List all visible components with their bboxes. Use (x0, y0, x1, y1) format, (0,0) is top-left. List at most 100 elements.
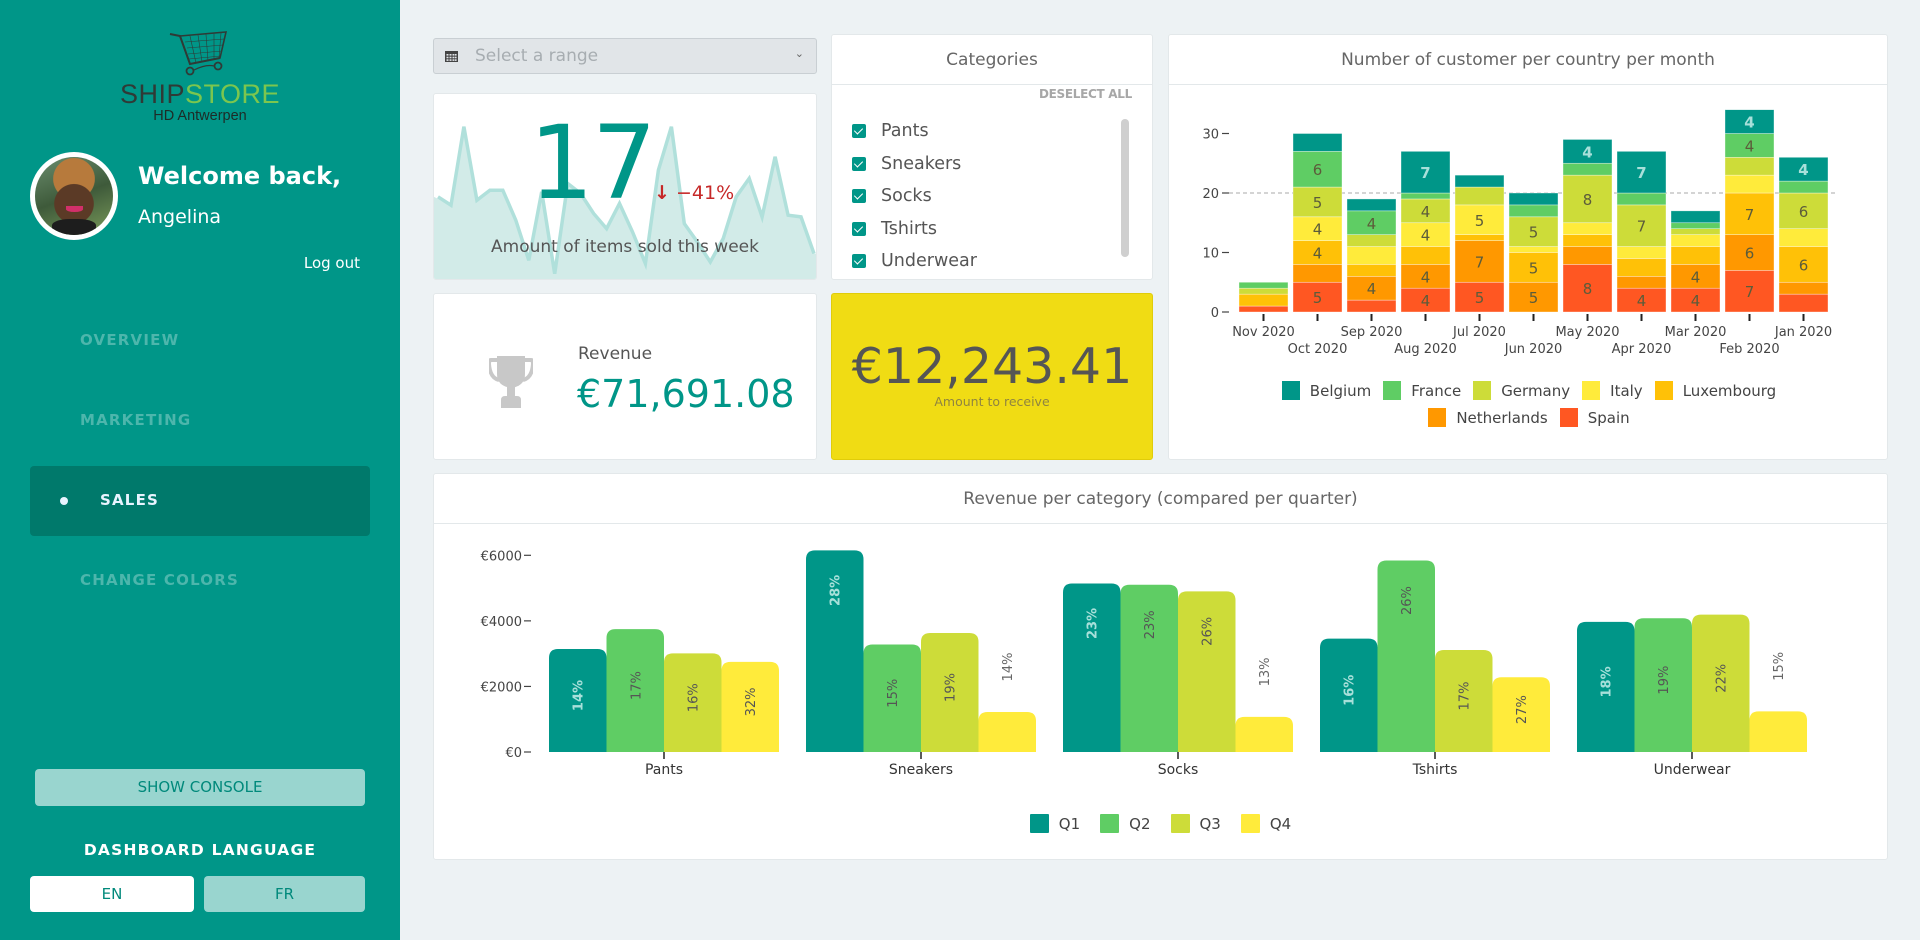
bar-label: 26% (1201, 617, 1216, 646)
checkbox-checked[interactable] (852, 156, 866, 171)
user-name: Angelina (138, 206, 222, 228)
items-sold-delta: ↓ −41% (654, 182, 734, 204)
bar-segment-label: 5 (1475, 212, 1485, 230)
deselect-all-button[interactable]: DESELECT ALL (1039, 87, 1132, 101)
bar-segment-label: 7 (1637, 218, 1647, 236)
date-range-select[interactable]: Select a range ⌄ (433, 38, 817, 74)
nav-item-change-colors[interactable]: CHANGE COLORS (80, 571, 239, 589)
show-console-button[interactable]: SHOW CONSOLE (35, 769, 365, 806)
y-tick-label: 30 (1202, 128, 1219, 143)
legend-swatch (1281, 381, 1300, 400)
bar-segment-france (1400, 192, 1451, 200)
bar-label: 14% (1001, 653, 1016, 682)
bar-label: 23% (1086, 608, 1101, 639)
bar-segment-germany (1562, 174, 1613, 224)
amount-to-receive-card: €12,243.41 Amount to receive (831, 293, 1153, 460)
nav-item-marketing[interactable]: MARKETING (80, 411, 192, 429)
bar-segment-netherlands (1724, 234, 1775, 271)
bar-segment-luxembourg (1670, 246, 1721, 265)
items-sold-card: 17 ↓ −41% Amount of items sold this week (433, 93, 817, 280)
checkbox-checked[interactable] (852, 124, 866, 139)
bar-socks-q2 (1120, 584, 1178, 752)
nav-item-sales[interactable]: SALES (30, 466, 370, 536)
bar-segment-label: 7 (1475, 253, 1485, 271)
checkbox-checked[interactable] (852, 221, 866, 236)
bar-label: 13% (1258, 657, 1273, 686)
legend-item-germany[interactable]: Germany (1473, 381, 1570, 400)
bar-segment-italy (1670, 234, 1721, 247)
bar-segment-label: 4 (1367, 280, 1377, 298)
trophy-icon (489, 356, 533, 408)
language-en-button[interactable]: EN (30, 876, 194, 912)
legend-item-italy[interactable]: Italy (1582, 381, 1643, 400)
sidebar: SHIPSTORE HD Antwerpen Welcome back, Ang… (0, 0, 400, 940)
legend-item-spain[interactable]: Spain (1559, 408, 1630, 427)
customers-per-country-card: Number of customer per country per month… (1168, 34, 1888, 460)
x-tick-label: Sneakers (889, 762, 953, 778)
bar-segment-luxembourg (1400, 246, 1451, 265)
legend-item-q3[interactable]: Q3 (1170, 814, 1221, 833)
category-label: Socks (881, 186, 932, 207)
bar-segment-france (1292, 151, 1343, 188)
category-label: Underwear (881, 251, 977, 268)
items-sold-delta-value: −41% (675, 182, 735, 204)
bar-segment-germany (1778, 192, 1829, 230)
legend-swatch (1473, 381, 1492, 400)
legend-item-q1[interactable]: Q1 (1029, 814, 1080, 833)
date-range-placeholder: Select a range (475, 46, 599, 66)
x-tick-label: Socks (1158, 762, 1199, 778)
legend-item-q4[interactable]: Q4 (1240, 814, 1291, 833)
legend-item-q2[interactable]: Q2 (1100, 814, 1151, 833)
bar-segment-belgium (1778, 157, 1829, 182)
category-item-sneakers[interactable]: Sneakers (852, 148, 1112, 181)
categories-list: Pants Sneakers Socks Tshirts Underwear (852, 115, 1112, 268)
bar-segment-luxembourg (1346, 264, 1397, 277)
category-item-tshirts[interactable]: Tshirts (852, 213, 1112, 246)
bar-segment-germany (1508, 216, 1559, 247)
bar-segment-label: 4 (1421, 292, 1431, 310)
bar-label: 17% (1458, 682, 1473, 711)
avatar-photo (35, 157, 113, 235)
legend-label: France (1411, 381, 1462, 400)
legend-swatch (1029, 814, 1049, 833)
bar-segment-label: 4 (1745, 137, 1755, 155)
bar-pants-q2 (606, 629, 664, 752)
bar-sneakers-q1 (806, 550, 864, 752)
bar-segment-label: 7 (1636, 164, 1646, 182)
bar-sneakers-q4 (978, 712, 1036, 752)
categories-scrollbar[interactable] (1121, 119, 1129, 257)
bar-segment-label: 5 (1313, 194, 1323, 212)
legend-item-luxembourg[interactable]: Luxembourg (1654, 381, 1777, 400)
category-label: Tshirts (881, 218, 938, 239)
x-tick-label: Aug 2020 (1394, 342, 1457, 357)
legend-item-belgium[interactable]: Belgium (1281, 381, 1371, 400)
bar-segment-label: 4 (1637, 292, 1647, 310)
bar-segment-netherlands (1616, 276, 1667, 289)
language-fr-button[interactable]: FR (204, 876, 365, 912)
bar-segment-luxembourg (1778, 246, 1829, 283)
bar-segment-belgium (1346, 198, 1397, 212)
bar-segment-label: 4 (1421, 268, 1431, 286)
bar-label: 26% (1400, 586, 1415, 615)
bar-socks-q4 (1235, 716, 1293, 752)
y-tick-label: 10 (1202, 247, 1219, 262)
bar-segment-label: 4 (1582, 143, 1592, 161)
category-item-pants[interactable]: Pants (852, 115, 1112, 148)
chevron-down-icon: ⌄ (794, 47, 804, 60)
bar-segment-label: 4 (1798, 161, 1808, 179)
bar-segment-label: 8 (1583, 280, 1593, 298)
legend-item-netherlands[interactable]: Netherlands (1428, 408, 1548, 427)
bar-segment-germany (1238, 287, 1289, 295)
legend-item-france[interactable]: France (1383, 381, 1461, 400)
bar-segment-spain (1562, 264, 1613, 313)
logout-link[interactable]: Log out (303, 254, 360, 272)
category-item-underwear[interactable]: Underwear (852, 245, 1112, 268)
checkbox-checked[interactable] (852, 189, 866, 204)
checkbox-checked[interactable] (852, 254, 866, 268)
legend-label: Luxembourg (1682, 381, 1777, 400)
legend-swatch (1100, 814, 1120, 833)
category-item-socks[interactable]: Socks (852, 180, 1112, 213)
nav-item-overview[interactable]: OVERVIEW (80, 331, 180, 349)
bar-segment-belgium (1562, 139, 1613, 164)
bar-segment-label: 5 (1529, 259, 1539, 277)
